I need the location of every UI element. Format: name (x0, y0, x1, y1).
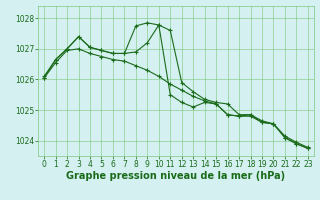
X-axis label: Graphe pression niveau de la mer (hPa): Graphe pression niveau de la mer (hPa) (67, 171, 285, 181)
